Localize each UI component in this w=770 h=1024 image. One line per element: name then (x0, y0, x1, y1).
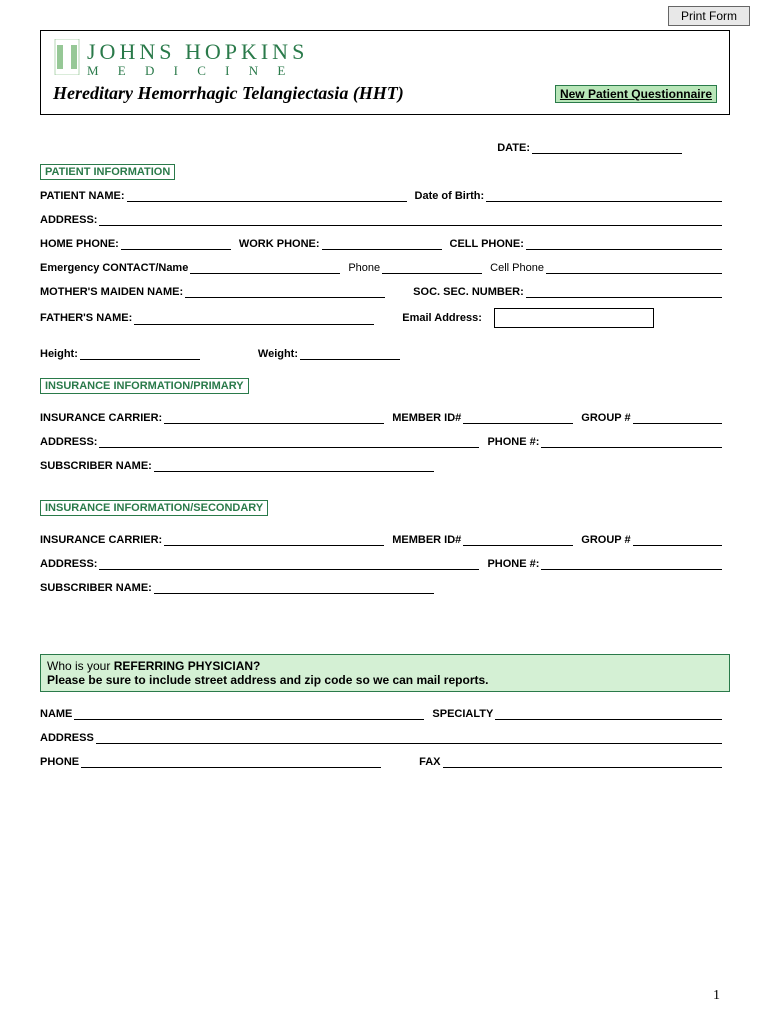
s-group-field[interactable] (633, 532, 722, 546)
address-label: ADDRESS: (40, 214, 97, 226)
p-carrier-label: INSURANCE CARRIER: (40, 412, 162, 424)
p-carrier-field[interactable] (164, 410, 384, 424)
org-name: JOHNS HOPKINS (87, 39, 308, 65)
ref-specialty-label: SPECIALTY (432, 708, 493, 720)
weight-field[interactable] (300, 346, 400, 360)
p-group-field[interactable] (633, 410, 722, 424)
s-member-field[interactable] (463, 532, 573, 546)
ref-phone-label: PHONE (40, 756, 79, 768)
s-carrier-label: INSURANCE CARRIER: (40, 534, 162, 546)
header-box: JOHNS HOPKINS M E D I C I N E Hereditary… (40, 30, 730, 115)
ref-name-field[interactable] (74, 706, 424, 720)
emerg-phone-field[interactable] (382, 260, 482, 274)
emerg-contact-label: Emergency CONTACT/Name (40, 262, 188, 274)
mother-maiden-field[interactable] (185, 284, 385, 298)
emerg-contact-field[interactable] (190, 260, 340, 274)
ref-note: Please be sure to include street address… (47, 673, 489, 687)
hopkins-logo-icon (53, 39, 81, 75)
p-phone-label: PHONE #: (487, 436, 539, 448)
email-label: Email Address: (402, 312, 482, 324)
s-subscriber-label: SUBSCRIBER NAME: (40, 582, 152, 594)
cell-phone-field[interactable] (526, 236, 722, 250)
referring-physician-box: Who is your REFERRING PHYSICIAN? Please … (40, 654, 730, 692)
cell-phone-label: CELL PHONE: (450, 238, 524, 250)
p-subscriber-label: SUBSCRIBER NAME: (40, 460, 152, 472)
ref-q1: Who is your (47, 659, 114, 673)
page-number: 1 (713, 988, 720, 1004)
logo: JOHNS HOPKINS M E D I C I N E (53, 39, 717, 79)
s-phone-label: PHONE #: (487, 558, 539, 570)
home-phone-field[interactable] (121, 236, 231, 250)
home-phone-label: HOME PHONE: (40, 238, 119, 250)
date-field[interactable] (532, 140, 682, 154)
patient-name-field[interactable] (127, 188, 407, 202)
dob-label: Date of Birth: (415, 190, 485, 202)
weight-label: Weight: (258, 348, 298, 360)
ssn-field[interactable] (526, 284, 722, 298)
father-name-field[interactable] (134, 311, 374, 325)
ref-specialty-field[interactable] (495, 706, 722, 720)
print-button[interactable]: Print Form (668, 6, 750, 26)
document-title: Hereditary Hemorrhagic Telangiectasia (H… (53, 83, 404, 104)
height-label: Height: (40, 348, 78, 360)
date-label: DATE: (497, 142, 530, 154)
ref-fax-label: FAX (419, 756, 440, 768)
p-member-field[interactable] (463, 410, 573, 424)
ref-q2: REFERRING PHYSICIAN? (114, 659, 261, 673)
work-phone-field[interactable] (322, 236, 442, 250)
s-phone-field[interactable] (541, 556, 722, 570)
ref-address-field[interactable] (96, 730, 722, 744)
ins-primary-header: INSURANCE INFORMATION/PRIMARY (40, 378, 249, 394)
email-field[interactable] (494, 308, 654, 328)
work-phone-label: WORK PHONE: (239, 238, 320, 250)
mother-maiden-label: MOTHER'S MAIDEN NAME: (40, 286, 183, 298)
s-carrier-field[interactable] (164, 532, 384, 546)
ref-phone-field[interactable] (81, 754, 381, 768)
form-content: DATE: PATIENT INFORMATION PATIENT NAME: … (40, 140, 730, 778)
ref-address-label: ADDRESS (40, 732, 94, 744)
father-name-label: FATHER'S NAME: (40, 312, 132, 324)
ssn-label: SOC. SEC. NUMBER: (413, 286, 524, 298)
ref-fax-field[interactable] (443, 754, 722, 768)
p-member-label: MEMBER ID# (392, 412, 461, 424)
questionnaire-badge: New Patient Questionnaire (555, 85, 717, 103)
ins-secondary-header: INSURANCE INFORMATION/SECONDARY (40, 500, 268, 516)
dob-field[interactable] (486, 188, 722, 202)
emerg-phone-label: Phone (348, 262, 380, 274)
s-subscriber-field[interactable] (154, 580, 434, 594)
patient-name-label: PATIENT NAME: (40, 190, 125, 202)
s-member-label: MEMBER ID# (392, 534, 461, 546)
org-sub: M E D I C I N E (87, 63, 308, 79)
s-address-label: ADDRESS: (40, 558, 97, 570)
emerg-cell-label: Cell Phone (490, 262, 544, 274)
p-phone-field[interactable] (541, 434, 722, 448)
p-address-label: ADDRESS: (40, 436, 97, 448)
s-group-label: GROUP # (581, 534, 630, 546)
p-subscriber-field[interactable] (154, 458, 434, 472)
address-field[interactable] (99, 212, 722, 226)
height-field[interactable] (80, 346, 200, 360)
emerg-cell-field[interactable] (546, 260, 722, 274)
p-group-label: GROUP # (581, 412, 630, 424)
s-address-field[interactable] (99, 556, 479, 570)
p-address-field[interactable] (99, 434, 479, 448)
patient-info-header: PATIENT INFORMATION (40, 164, 175, 180)
ref-name-label: NAME (40, 708, 72, 720)
